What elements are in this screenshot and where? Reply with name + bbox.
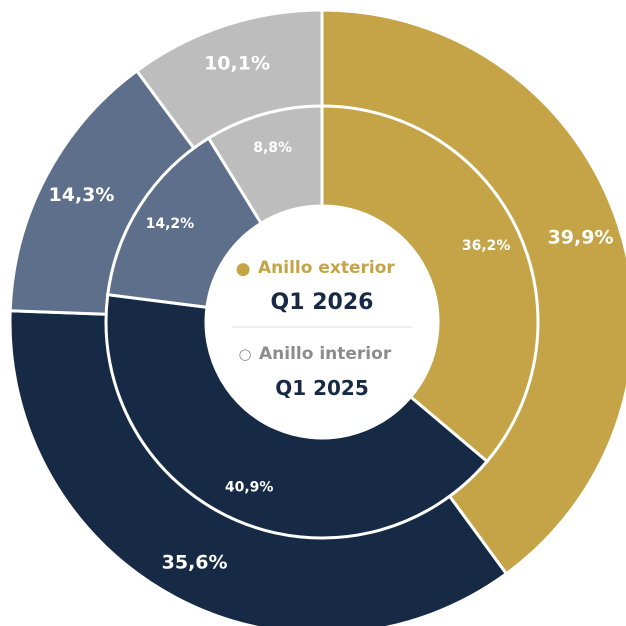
outer-ring-label-4: 10,1%: [204, 53, 270, 75]
inner-ring-slice-4: [206, 104, 324, 226]
inner-ring-label-3: 14,2%: [146, 216, 195, 232]
inner-period-label: Q1 2025: [275, 376, 369, 400]
outer-period-label: Q1 2026: [271, 290, 374, 315]
center-legend: ● Anillo exterior Q1 2026 ○ Anillo inter…: [232, 258, 412, 400]
inner-legend-label: Anillo interior: [259, 344, 392, 364]
inner-ring-label-2: 40,9%: [225, 480, 274, 496]
outer-legend-label: Anillo exterior: [258, 258, 395, 278]
outer-ring-label-3: 14,3%: [49, 184, 115, 206]
inner-ring-label-4: 8,8%: [253, 140, 292, 156]
inner-ring-label-1: 36,2%: [462, 238, 511, 254]
inner-ring-slice-1: [320, 104, 540, 464]
outer-ring-label-2: 35,6%: [162, 551, 228, 573]
inner-ring: 36,2% 40,9% 14,2% 8,8%: [104, 104, 540, 540]
inner-legend-marker: ○: [238, 345, 251, 363]
inner-ring-slice-2: [104, 292, 490, 540]
outer-ring-label-1: 39,9%: [548, 226, 614, 248]
outer-legend-marker: ●: [236, 259, 251, 279]
